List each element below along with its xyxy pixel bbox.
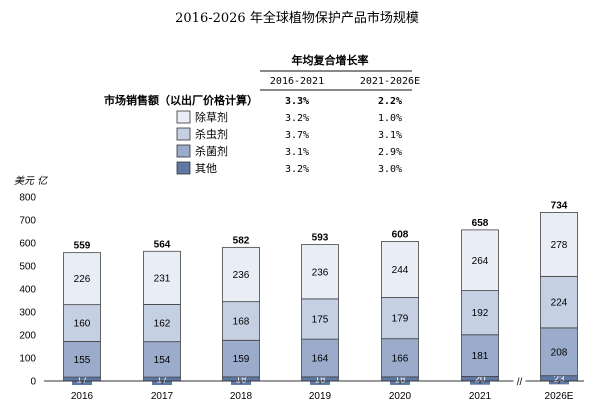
bar-segment — [222, 339, 260, 378]
bar-segment-label: 18 — [235, 374, 247, 385]
legend-label: 其他 — [195, 162, 217, 175]
axis-break-gap — [513, 376, 526, 386]
bar-total-label: 564 — [154, 239, 171, 250]
table-cell: 2.9% — [378, 147, 402, 158]
table-column-header: 2021-2026E — [360, 76, 420, 87]
y-axis: 0 100 200 300 400 500 600 700 800 — [19, 193, 36, 388]
bar-total-label: 734 — [551, 200, 568, 211]
bar-segment-label: 181 — [472, 351, 489, 362]
bar-segment-label: 208 — [551, 347, 568, 358]
bar-total-label: 608 — [392, 229, 409, 240]
bar-segment-label: 244 — [392, 265, 409, 276]
y-tick-label: 100 — [19, 354, 36, 365]
table-cell: 3.1% — [285, 147, 309, 158]
axis-break-marker: // — [517, 377, 523, 388]
bar-total-label: 582 — [233, 235, 250, 246]
bar-stacks: 1715516022655917154162231564181591682365… — [63, 200, 578, 386]
bar-segment-label: 23 — [553, 374, 565, 385]
chart-title: 2016-2026 年全球植物保护产品市场规模 — [175, 10, 419, 26]
bar-segment-label: 18 — [314, 374, 326, 385]
bar-segment-label: 179 — [392, 314, 409, 325]
y-tick-label: 800 — [19, 193, 36, 204]
y-tick-label: 500 — [19, 262, 36, 273]
table-cell: 3.1% — [378, 130, 402, 141]
y-tick-label: 400 — [19, 285, 36, 296]
bar-total-label: 593 — [312, 233, 329, 244]
y-tick-label: 600 — [19, 239, 36, 250]
legend-label: 杀虫剂 — [195, 127, 228, 141]
bar-segment — [222, 301, 260, 341]
bar-segment-label: 159 — [233, 354, 250, 365]
table-cell: 3.7% — [285, 130, 309, 141]
bar-segment — [63, 341, 101, 378]
bar-segment-label: 224 — [551, 298, 568, 309]
table-cell: 3.2% — [285, 113, 309, 124]
bar-segment-label: 162 — [154, 319, 171, 330]
x-tick-label: 2020 — [389, 391, 412, 402]
bar-segment-label: 236 — [233, 270, 250, 281]
bar-segment — [461, 334, 499, 377]
legend-swatch — [176, 161, 191, 175]
bar-segment-label: 236 — [312, 267, 329, 278]
bar-segment-label: 278 — [551, 240, 568, 251]
legend-label: 除草剂 — [195, 110, 228, 124]
bar-segment — [301, 244, 339, 300]
y-tick-label: 700 — [19, 216, 36, 227]
x-tick-label: 2016 — [71, 391, 94, 402]
bar-segment — [461, 290, 499, 336]
bar-segment — [540, 275, 578, 329]
bar-segment-label: 168 — [233, 316, 250, 327]
y-tick-label: 200 — [19, 331, 36, 342]
bar-segment-label: 264 — [472, 256, 489, 267]
bar-segment — [301, 298, 339, 340]
bar-segment — [143, 250, 181, 305]
bar-segment — [381, 338, 419, 378]
bar-segment-label: 164 — [312, 354, 329, 365]
legend-swatch — [176, 144, 191, 158]
bar-segment — [63, 252, 101, 306]
bar-segment-label: 155 — [74, 355, 91, 366]
bar-segment — [222, 246, 260, 303]
x-axis: 2016 2017 2018 2019 2020 2021 2026E// — [44, 376, 584, 402]
x-tick-label: 2026E — [545, 391, 574, 402]
table-cell: 3.3% — [285, 96, 309, 107]
table-cell: 1.0% — [378, 113, 402, 124]
bar-segment-label: 20 — [474, 374, 486, 385]
bar-segment-label: 154 — [154, 355, 171, 366]
x-tick-label: 2017 — [151, 391, 174, 402]
x-tick-label: 2018 — [230, 391, 253, 402]
bar-segment-label: 175 — [312, 315, 329, 326]
growth-rate-table: 年均复合增长率 2016-2021 2021-2026E 市场销售额（以出厂价格计算）… — [104, 53, 420, 175]
table-cell: 3.0% — [378, 164, 402, 175]
legend-swatch — [176, 127, 191, 141]
bar-segment-label: 18 — [394, 374, 406, 385]
bar-segment — [301, 338, 339, 378]
table-heading: 年均复合增长率 — [292, 53, 369, 67]
bar-total-label: 559 — [74, 241, 91, 252]
y-axis-unit: 美元 亿 — [14, 175, 48, 187]
table-cell: 3.2% — [285, 164, 309, 175]
bar-segment — [381, 297, 419, 340]
table-row-label: 市场销售额（以出厂价格计算） — [104, 93, 258, 107]
table-cell: 2.2% — [378, 96, 402, 107]
bar-segment — [461, 229, 499, 292]
y-tick-label: 0 — [30, 377, 36, 388]
bar-segment-label: 166 — [392, 353, 409, 364]
y-tick-label: 300 — [19, 308, 36, 319]
bar-segment-label: 231 — [154, 273, 171, 284]
x-tick-label: 2019 — [309, 391, 332, 402]
table-column-header: 2016-2021 — [270, 76, 324, 87]
bar-segment-label: 226 — [74, 274, 91, 285]
bar-segment — [381, 240, 419, 298]
bar-segment-label: 160 — [74, 319, 91, 330]
bar-segment — [540, 212, 578, 277]
legend-swatch — [176, 110, 191, 124]
legend-label: 杀菌剂 — [195, 144, 228, 158]
bar-segment-label: 17 — [156, 375, 168, 386]
bar-segment-label: 192 — [472, 308, 489, 319]
bar-segment-label: 17 — [76, 375, 88, 386]
x-tick-label: 2021 — [469, 391, 492, 402]
bar-total-label: 658 — [472, 218, 489, 229]
